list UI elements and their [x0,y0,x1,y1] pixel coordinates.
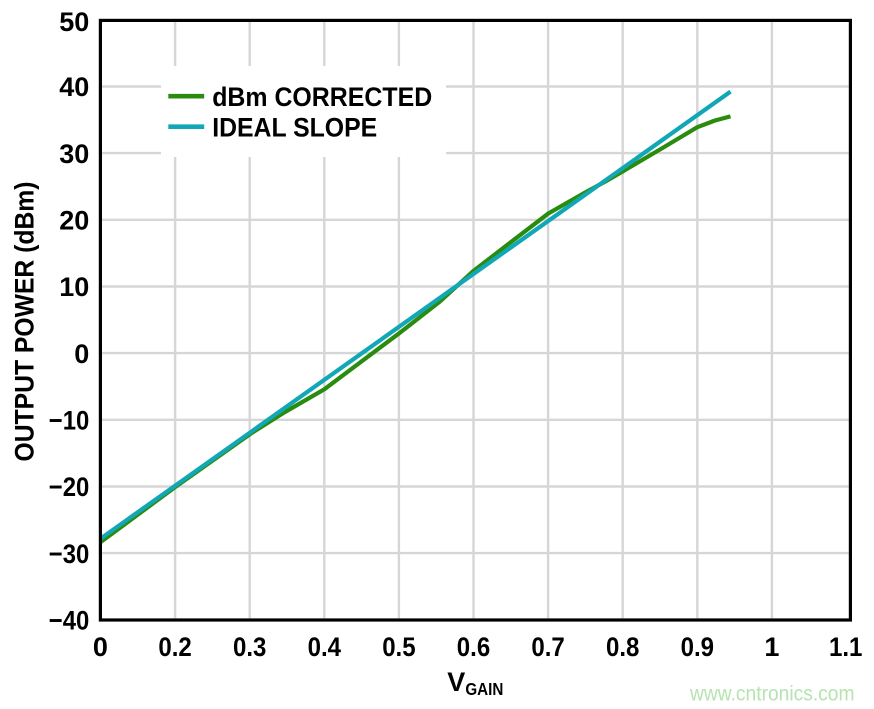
svg-text:0.4: 0.4 [308,632,341,662]
svg-text:0.8: 0.8 [606,632,639,662]
svg-text:0.2: 0.2 [158,632,191,662]
svg-text:50: 50 [59,7,89,37]
svg-text:0.5: 0.5 [382,632,415,662]
svg-text:0.9: 0.9 [681,632,714,662]
svg-text:−40: −40 [49,606,90,636]
svg-text:dBm CORRECTED: dBm CORRECTED [212,82,432,112]
svg-text:−10: −10 [49,406,90,436]
svg-text:40: 40 [59,72,89,102]
svg-text:0: 0 [74,339,89,369]
svg-text:−20: −20 [49,472,90,502]
svg-text:30: 30 [59,139,89,169]
svg-text:1.1: 1.1 [829,632,863,662]
svg-text:0: 0 [93,632,108,662]
svg-text:OUTPUT POWER (dBm): OUTPUT POWER (dBm) [10,182,40,462]
svg-text:www.cntronics.com: www.cntronics.com [689,683,854,706]
svg-text:0.3: 0.3 [233,632,266,662]
svg-text:1: 1 [764,632,779,662]
svg-text:IDEAL SLOPE: IDEAL SLOPE [212,112,377,142]
svg-text:10: 10 [59,272,89,302]
svg-text:−30: −30 [49,539,90,569]
svg-text:0.7: 0.7 [531,632,564,662]
svg-text:20: 20 [59,206,89,236]
svg-text:0.6: 0.6 [457,632,490,662]
